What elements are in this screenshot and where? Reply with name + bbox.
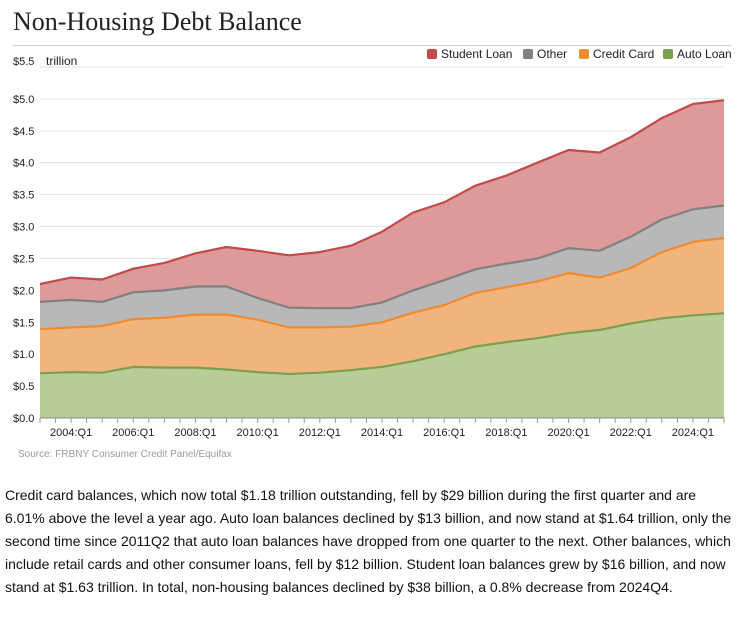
title-divider	[13, 45, 731, 46]
y-tick-label: $2.5	[13, 253, 34, 265]
y-tick-label: $0.0	[13, 413, 34, 425]
line-student-loan	[39, 99, 725, 286]
x-tick-label: 2014:Q1	[361, 427, 403, 439]
x-tick-label: 2008:Q1	[174, 427, 216, 439]
area-student-loan	[40, 100, 724, 309]
y-axis-unit-label: trillion	[46, 54, 77, 68]
non-housing-debt-chart: $0.0 $0.5 $1.0 $1.5 $2.0 $2.5 $3.0 $3.5 $4.0 $4.5…	[13, 47, 732, 439]
x-tick-label: 2018:Q1	[485, 427, 527, 439]
x-tick-label: 2022:Q1	[610, 427, 652, 439]
y-tick-label: $4.5	[13, 126, 34, 138]
legend: Student Loan Other Credit Card Auto Loan	[427, 47, 732, 61]
legend-label: Auto Loan	[677, 47, 732, 61]
x-tick-label: 2006:Q1	[112, 427, 154, 439]
x-tick-label: 2016:Q1	[423, 427, 465, 439]
legend-swatch	[523, 49, 533, 59]
x-tick-label: 2010:Q1	[237, 427, 279, 439]
x-tick-label: 2024:Q1	[672, 427, 714, 439]
line-auto-loan	[39, 312, 725, 376]
area-auto-loan	[40, 313, 724, 418]
line-other	[39, 204, 725, 310]
x-tick-label: 2004:Q1	[50, 427, 92, 439]
legend-label: Other	[537, 47, 567, 61]
stacked-areas	[40, 100, 724, 418]
area-other	[40, 205, 724, 330]
legend-label: Student Loan	[441, 47, 512, 61]
legend-swatch	[579, 49, 589, 59]
y-tick-label: $5.0	[13, 94, 34, 106]
y-tick-label: $3.0	[13, 222, 34, 234]
x-tick-label: 2020:Q1	[547, 427, 589, 439]
x-axis: 2004:Q1 2006:Q1 2008:Q1 2010:Q1 2012:Q1 2014:…	[39, 417, 725, 439]
y-tick-label: $3.5	[13, 190, 34, 202]
y-axis: $0.0 $0.5 $1.0 $1.5 $2.0 $2.5 $3.0 $3.5 $4.0 $4.5…	[13, 56, 34, 425]
y-tick-label: $2.0	[13, 285, 34, 297]
summary-paragraph: Credit card balances, which now total $1…	[5, 487, 732, 595]
legend-label: Credit Card	[593, 47, 654, 61]
series-lines	[39, 99, 725, 376]
y-tick-label: $1.5	[13, 317, 34, 329]
y-tick-label: $5.5	[13, 56, 34, 68]
y-tick-label: $1.0	[13, 349, 34, 361]
source-note: Source: FRBNY Consumer Credit Panel/Equi…	[18, 449, 232, 460]
x-tick-label: 2012:Q1	[299, 427, 341, 439]
area-credit-card	[40, 238, 724, 374]
line-credit-card	[39, 236, 725, 331]
chart-title: Non-Housing Debt Balance	[13, 7, 302, 36]
y-tick-label: $4.0	[13, 158, 34, 170]
y-tick-label: $0.5	[13, 381, 34, 393]
legend-swatch	[663, 49, 673, 59]
legend-swatch	[427, 49, 437, 59]
